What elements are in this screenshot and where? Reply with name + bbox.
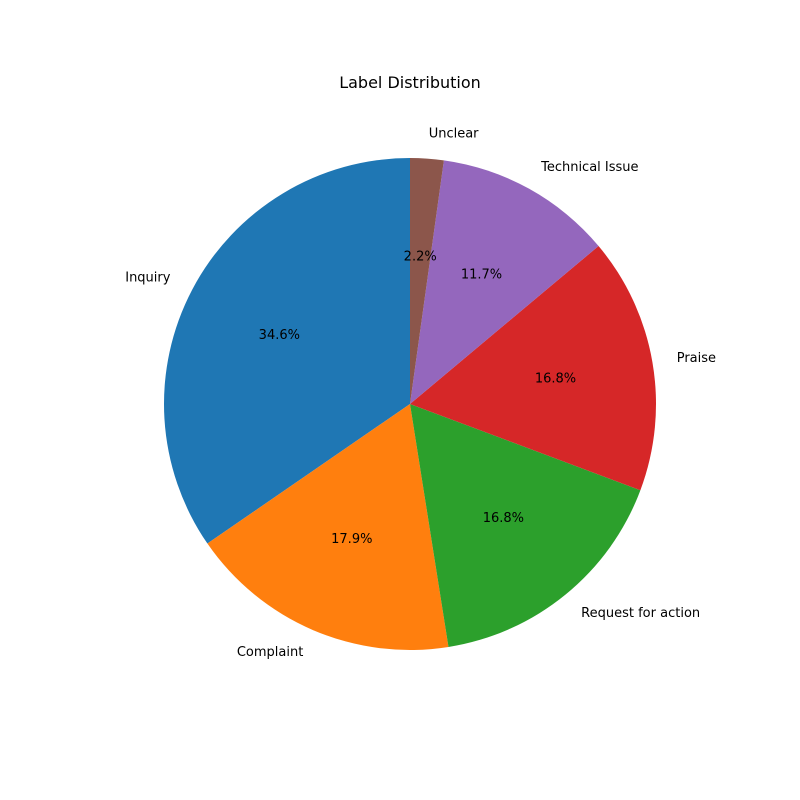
category-label-unclear: Unclear [429, 127, 479, 142]
category-label-request-for-action: Request for action [581, 606, 700, 621]
category-label-inquiry: Inquiry [125, 271, 171, 286]
pct-label-complaint: 17.9% [331, 532, 372, 547]
pie-labels: 34.6% Inquiry 17.9% Complaint 16.8% Request f… [125, 127, 716, 661]
pct-label-technical-issue: 11.7% [461, 267, 502, 282]
pie-slice-technical-issue [410, 160, 599, 404]
pie-slice-inquiry [164, 158, 410, 544]
pie-slice-praise [410, 246, 656, 491]
pct-label-request-for-action: 16.8% [483, 511, 524, 526]
pct-label-unclear: 2.2% [404, 249, 437, 264]
category-label-praise: Praise [677, 351, 716, 366]
chart-title: Label Distribution [339, 73, 481, 92]
category-label-technical-issue: Technical Issue [540, 160, 638, 175]
pie-slice-complaint [207, 404, 449, 650]
category-label-complaint: Complaint [237, 645, 303, 660]
pct-label-praise: 16.8% [535, 372, 576, 387]
pie-slice-request-for-action [410, 404, 641, 647]
pie-slices [164, 158, 656, 650]
pie-slice-unclear [410, 158, 444, 404]
pct-label-inquiry: 34.6% [259, 328, 300, 343]
